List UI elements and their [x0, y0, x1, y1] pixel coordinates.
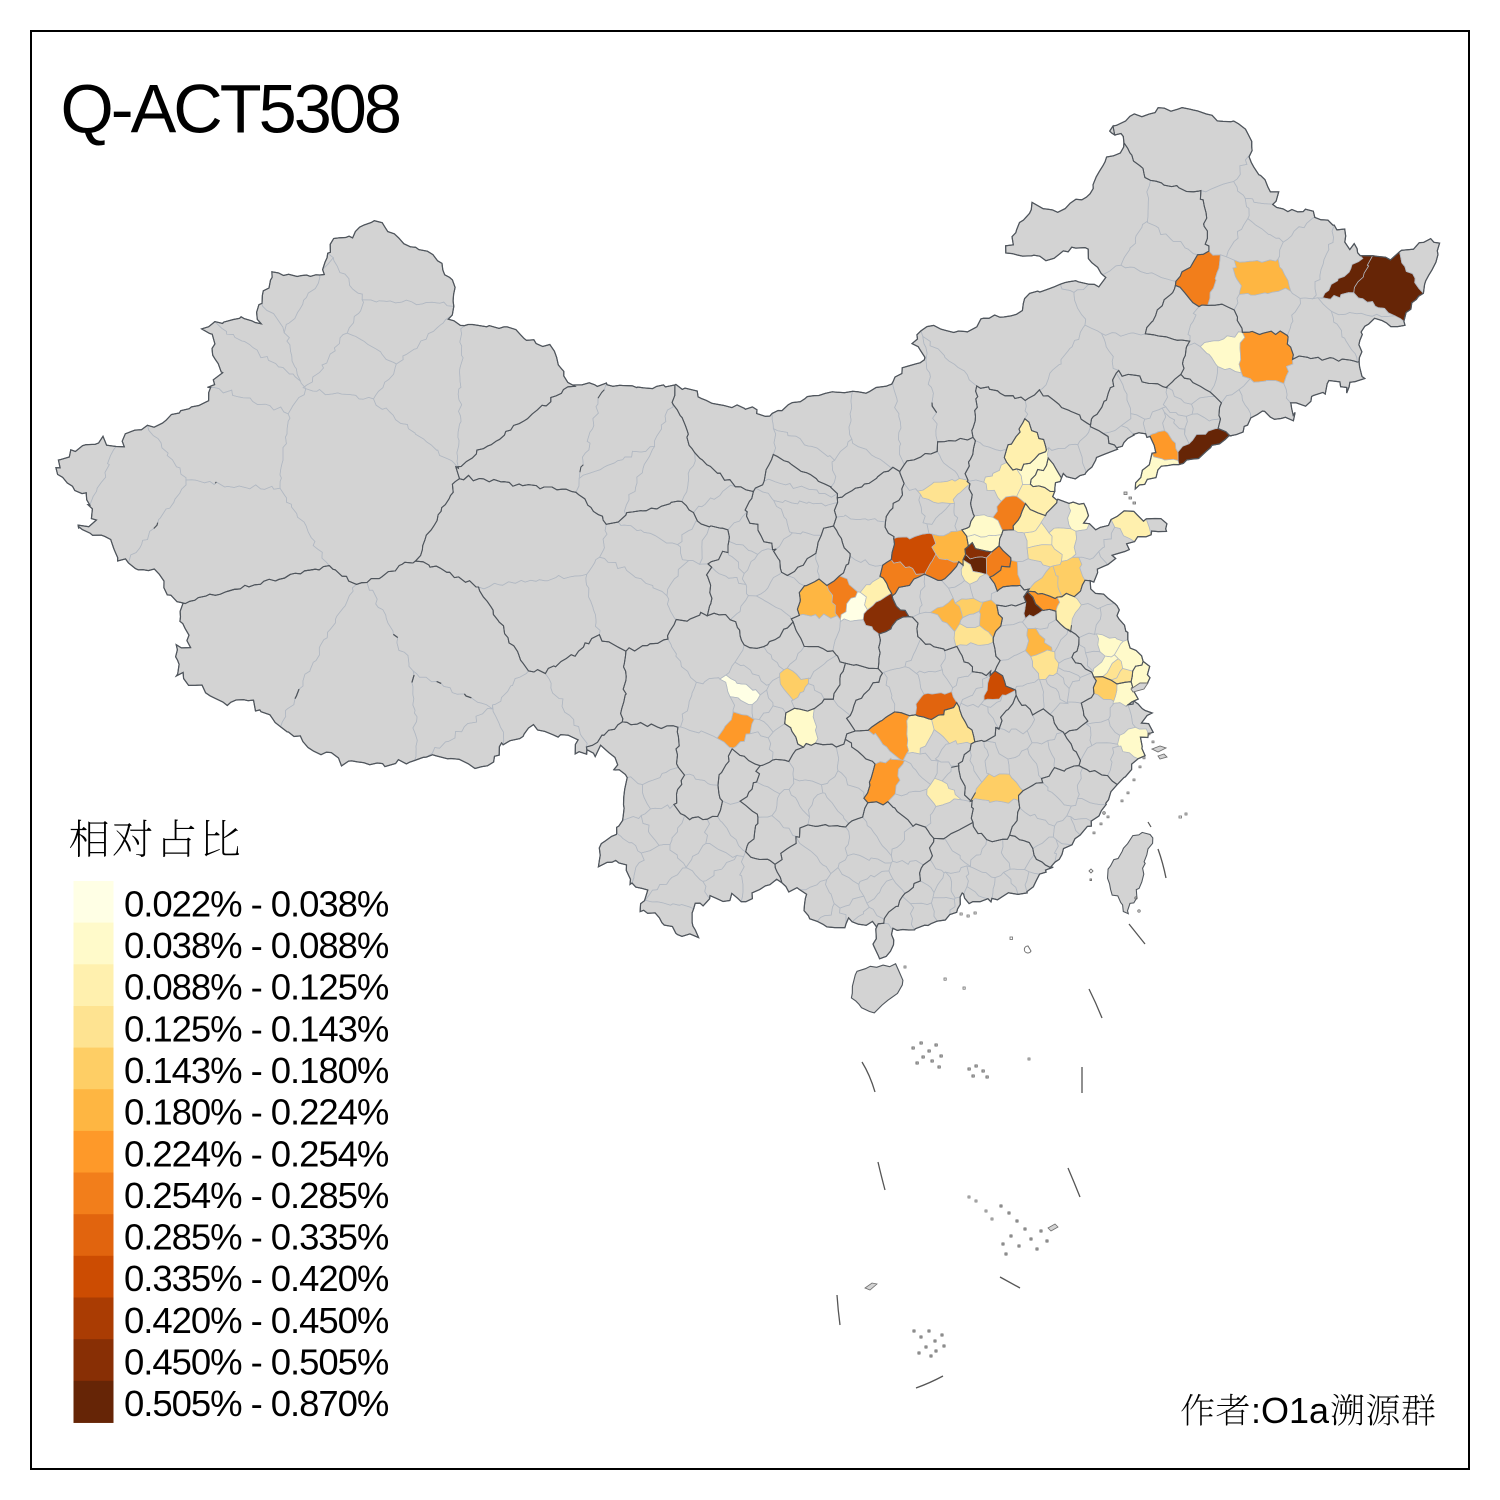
svg-text:0.254% - 0.285%: 0.254% - 0.285%	[124, 1175, 389, 1216]
svg-text:0.125% - 0.143%: 0.125% - 0.143%	[124, 1008, 389, 1049]
svg-text:0.505% - 0.870%: 0.505% - 0.870%	[124, 1383, 389, 1424]
svg-text:0.088% - 0.125%: 0.088% - 0.125%	[124, 967, 389, 1008]
svg-text:0.420% - 0.450%: 0.420% - 0.450%	[124, 1300, 389, 1341]
svg-text:0.450% - 0.505%: 0.450% - 0.505%	[124, 1342, 389, 1383]
svg-text:Q-ACT5308: Q-ACT5308	[61, 71, 400, 148]
svg-text:0.180% - 0.224%: 0.180% - 0.224%	[124, 1092, 389, 1133]
svg-text::O1a: :O1a	[1251, 1390, 1330, 1431]
svg-text:0.022% - 0.038%: 0.022% - 0.038%	[124, 883, 389, 924]
svg-text:0.038% - 0.088%: 0.038% - 0.088%	[124, 925, 389, 966]
svg-text:0.285% - 0.335%: 0.285% - 0.335%	[124, 1217, 389, 1258]
svg-text:0.143% - 0.180%: 0.143% - 0.180%	[124, 1050, 389, 1091]
svg-text:0.224% - 0.254%: 0.224% - 0.254%	[124, 1133, 389, 1174]
svg-text:0.335% - 0.420%: 0.335% - 0.420%	[124, 1258, 389, 1299]
